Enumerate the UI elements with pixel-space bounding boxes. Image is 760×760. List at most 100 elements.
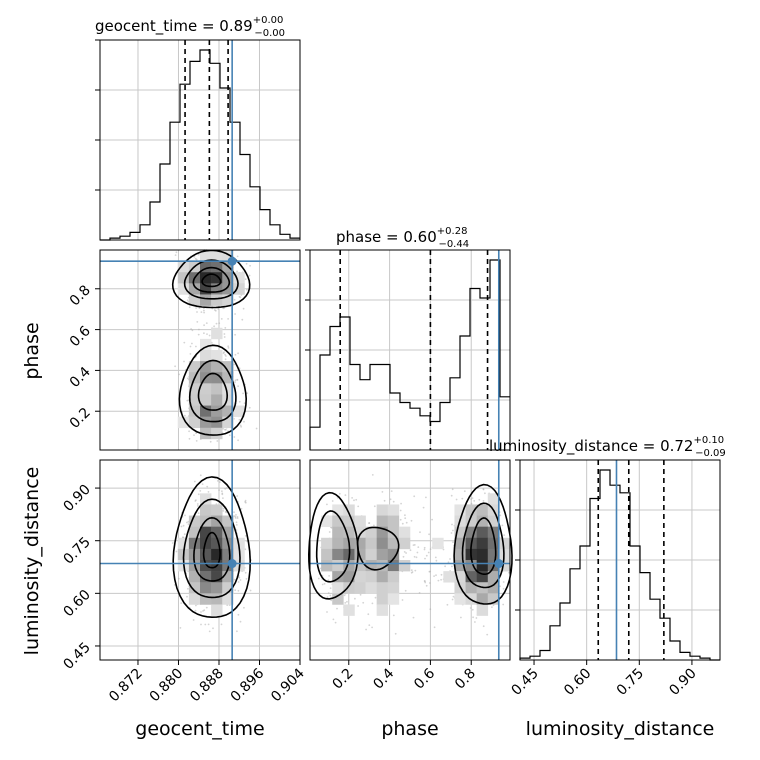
density-cell: [332, 537, 344, 550]
sample-point: [208, 630, 211, 633]
sample-point: [501, 524, 504, 527]
sample-point: [175, 550, 178, 553]
sample-point: [236, 255, 239, 258]
sample-point: [413, 555, 416, 558]
sample-point: [329, 594, 332, 597]
sample-point: [212, 627, 214, 630]
sample-point: [207, 491, 210, 493]
density-cell: [321, 560, 333, 572]
contour-phase-time-upper: [171, 249, 251, 309]
sample-point: [194, 609, 197, 612]
sample-point: [175, 251, 178, 254]
histogram-phase: [309, 259, 510, 450]
sample-point: [246, 392, 249, 395]
sample-point: [207, 623, 210, 626]
sample-point: [200, 611, 202, 613]
sample-point: [359, 593, 362, 596]
density-cell: [177, 272, 190, 284]
density-cell: [222, 383, 234, 395]
sample-point: [435, 574, 437, 577]
density-cell: [454, 537, 466, 550]
sample-point: [451, 565, 453, 568]
sample-point: [400, 502, 402, 505]
density-cell: [188, 582, 201, 594]
sample-point: [244, 548, 247, 551]
density-cell: [398, 537, 411, 550]
sample-point: [383, 499, 386, 502]
density-cell: [376, 604, 389, 616]
sample-point: [186, 377, 189, 380]
density-cell: [211, 604, 223, 616]
density-cell: [233, 283, 245, 295]
xlabel-geocent-time: geocent_time: [135, 718, 264, 740]
sample-point: [390, 490, 393, 492]
x-tick-label: 0.888: [187, 666, 227, 706]
density-cell: [487, 548, 500, 561]
density-cell: [222, 582, 234, 594]
density-cell: [200, 493, 212, 505]
density-cell: [177, 261, 190, 273]
sample-point: [323, 582, 326, 585]
y-tick-label: 0.2: [67, 405, 94, 432]
sample-point: [373, 524, 375, 527]
histogram-geocent-time: [100, 49, 300, 241]
sample-point: [371, 474, 374, 476]
sample-point: [355, 498, 358, 501]
contour-dist-time: [182, 498, 241, 599]
sample-point: [424, 581, 427, 584]
sample-point: [492, 604, 495, 607]
density-cell: [465, 571, 477, 583]
sample-point: [475, 617, 478, 619]
sample-point: [235, 521, 238, 524]
sample-point: [183, 533, 186, 536]
sample-point: [423, 580, 426, 582]
sample-point: [233, 298, 236, 301]
sample-point: [182, 524, 185, 527]
sample-point: [193, 256, 196, 258]
density-cell: [200, 593, 212, 605]
sample-point: [429, 608, 432, 611]
sample-point: [200, 623, 202, 626]
sample-point: [193, 434, 195, 436]
sample-point: [234, 589, 237, 592]
sample-point: [199, 474, 202, 477]
sample-point: [326, 596, 329, 599]
sample-point: [188, 437, 191, 440]
sample-point: [196, 503, 199, 505]
sample-point: [435, 559, 438, 562]
sample-point: [178, 373, 181, 376]
sample-point: [240, 425, 243, 428]
density-cell: [476, 604, 489, 616]
density-cell: [200, 383, 212, 395]
sample-point: [417, 546, 420, 548]
sample-point: [228, 434, 231, 437]
sample-point: [371, 626, 373, 629]
sample-point: [503, 534, 506, 536]
sample-point: [338, 492, 341, 495]
density-cell: [376, 571, 389, 583]
density-cell: [376, 582, 389, 594]
x-tick-label: 0.880: [147, 666, 187, 706]
sample-point: [180, 602, 183, 604]
sample-point: [234, 515, 237, 518]
density-cell: [211, 416, 223, 429]
sample-point: [440, 578, 442, 581]
density-cell: [200, 560, 212, 572]
density-cell: [376, 548, 389, 561]
sample-point: [405, 521, 408, 524]
sample-point: [440, 573, 443, 576]
sample-point: [234, 379, 237, 382]
y-tick-label: 0.8: [67, 282, 94, 309]
density-cell: [188, 526, 201, 539]
density-cell: [376, 515, 389, 527]
sample-point: [405, 552, 407, 554]
sample-point: [236, 517, 239, 519]
x-tick-label: 0.8: [452, 666, 479, 693]
sample-point: [371, 602, 374, 605]
density-cell: [465, 560, 477, 572]
density-cell: [222, 283, 234, 295]
density-cell: [200, 250, 212, 262]
density-cell: [332, 515, 344, 527]
sample-point: [224, 353, 227, 356]
sample-point: [198, 307, 201, 309]
